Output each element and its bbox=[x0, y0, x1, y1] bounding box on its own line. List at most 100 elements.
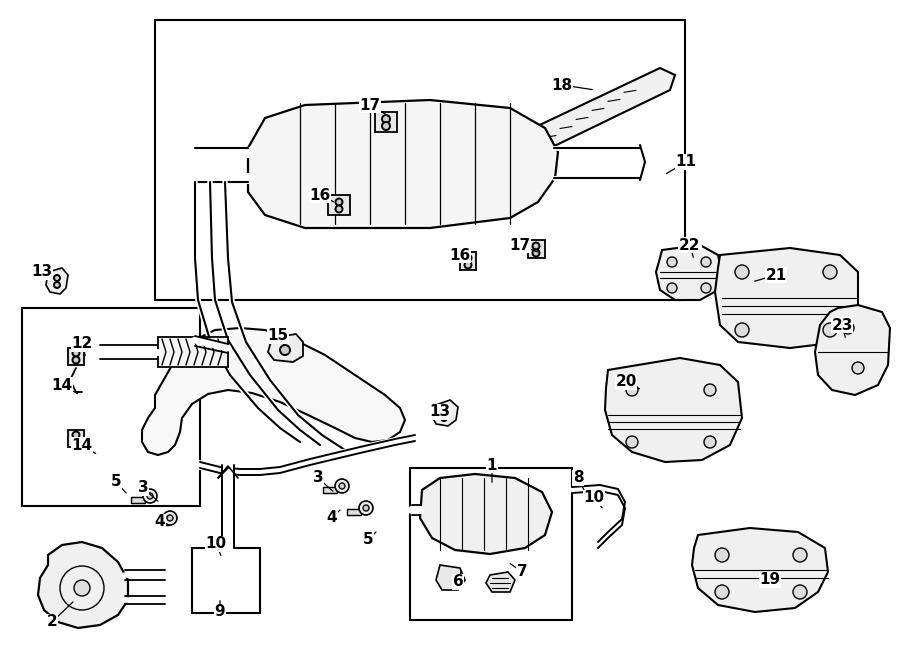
Text: 13: 13 bbox=[32, 265, 52, 279]
Circle shape bbox=[74, 580, 90, 596]
Circle shape bbox=[363, 505, 369, 511]
Text: 12: 12 bbox=[71, 336, 93, 352]
Text: 10: 10 bbox=[205, 536, 227, 551]
Circle shape bbox=[852, 362, 864, 374]
Circle shape bbox=[793, 548, 807, 562]
Circle shape bbox=[667, 257, 677, 267]
Circle shape bbox=[441, 407, 447, 413]
Bar bbox=[155, 20, 685, 300]
Circle shape bbox=[73, 432, 79, 438]
Circle shape bbox=[54, 275, 60, 281]
Text: 18: 18 bbox=[552, 77, 572, 93]
Text: 3: 3 bbox=[138, 481, 148, 495]
Circle shape bbox=[701, 257, 711, 267]
Circle shape bbox=[464, 254, 472, 261]
Polygon shape bbox=[605, 358, 742, 462]
Text: 1: 1 bbox=[487, 457, 497, 473]
Circle shape bbox=[359, 501, 373, 515]
Circle shape bbox=[735, 265, 749, 279]
Circle shape bbox=[533, 242, 539, 250]
Text: 6: 6 bbox=[453, 575, 464, 589]
Polygon shape bbox=[715, 248, 858, 348]
Circle shape bbox=[626, 436, 638, 448]
Polygon shape bbox=[323, 487, 337, 493]
Circle shape bbox=[147, 493, 153, 499]
Circle shape bbox=[823, 323, 837, 337]
Circle shape bbox=[667, 283, 677, 293]
Polygon shape bbox=[158, 337, 228, 367]
Text: 8: 8 bbox=[572, 471, 583, 485]
Polygon shape bbox=[375, 112, 397, 132]
Text: 3: 3 bbox=[312, 471, 323, 485]
Text: 4: 4 bbox=[155, 514, 166, 530]
Polygon shape bbox=[155, 519, 169, 525]
Text: 2: 2 bbox=[47, 614, 58, 630]
Text: 14: 14 bbox=[51, 377, 73, 393]
Text: 16: 16 bbox=[449, 248, 471, 263]
Text: 16: 16 bbox=[310, 187, 330, 203]
Circle shape bbox=[336, 199, 343, 205]
Text: 13: 13 bbox=[429, 404, 451, 420]
Circle shape bbox=[704, 436, 716, 448]
Polygon shape bbox=[815, 305, 890, 395]
Circle shape bbox=[735, 323, 749, 337]
Polygon shape bbox=[68, 430, 84, 447]
Text: 22: 22 bbox=[680, 238, 701, 252]
Circle shape bbox=[382, 115, 390, 123]
Circle shape bbox=[715, 585, 729, 599]
Text: 5: 5 bbox=[111, 475, 122, 489]
Circle shape bbox=[701, 283, 711, 293]
Circle shape bbox=[793, 585, 807, 599]
Polygon shape bbox=[436, 565, 465, 590]
Circle shape bbox=[163, 511, 177, 525]
Circle shape bbox=[143, 489, 157, 503]
Text: 9: 9 bbox=[215, 604, 225, 620]
Circle shape bbox=[704, 384, 716, 396]
Bar bbox=[192, 548, 260, 613]
Polygon shape bbox=[142, 328, 405, 455]
Circle shape bbox=[715, 548, 729, 562]
Circle shape bbox=[464, 261, 472, 269]
Polygon shape bbox=[248, 100, 558, 228]
Polygon shape bbox=[692, 528, 828, 612]
Polygon shape bbox=[68, 348, 84, 365]
Polygon shape bbox=[420, 474, 552, 554]
Text: 7: 7 bbox=[517, 565, 527, 579]
Text: 17: 17 bbox=[359, 97, 381, 113]
Polygon shape bbox=[347, 509, 361, 515]
Circle shape bbox=[73, 438, 79, 446]
Polygon shape bbox=[432, 400, 458, 426]
Bar bbox=[410, 468, 572, 620]
Bar bbox=[22, 308, 200, 506]
Polygon shape bbox=[328, 195, 350, 215]
Text: 11: 11 bbox=[676, 154, 697, 169]
Text: 15: 15 bbox=[267, 328, 289, 344]
Circle shape bbox=[336, 205, 343, 213]
Text: 5: 5 bbox=[363, 532, 374, 547]
Circle shape bbox=[441, 415, 447, 421]
Circle shape bbox=[382, 122, 390, 130]
Polygon shape bbox=[486, 572, 515, 592]
Polygon shape bbox=[46, 268, 68, 294]
Polygon shape bbox=[460, 252, 476, 270]
Circle shape bbox=[73, 350, 79, 357]
Polygon shape bbox=[656, 245, 722, 300]
Circle shape bbox=[823, 265, 837, 279]
Circle shape bbox=[533, 250, 539, 256]
Polygon shape bbox=[455, 68, 675, 188]
Text: 14: 14 bbox=[71, 438, 93, 453]
Polygon shape bbox=[528, 240, 545, 258]
Circle shape bbox=[167, 515, 173, 521]
Polygon shape bbox=[131, 497, 145, 503]
Text: 21: 21 bbox=[765, 267, 787, 283]
Circle shape bbox=[339, 483, 345, 489]
Polygon shape bbox=[38, 542, 128, 628]
Circle shape bbox=[54, 282, 60, 288]
Circle shape bbox=[280, 345, 290, 355]
Polygon shape bbox=[268, 334, 303, 362]
Text: 23: 23 bbox=[832, 318, 852, 332]
Text: 4: 4 bbox=[327, 510, 338, 526]
Text: 19: 19 bbox=[760, 573, 780, 587]
Circle shape bbox=[335, 479, 349, 493]
Text: 10: 10 bbox=[583, 491, 605, 506]
